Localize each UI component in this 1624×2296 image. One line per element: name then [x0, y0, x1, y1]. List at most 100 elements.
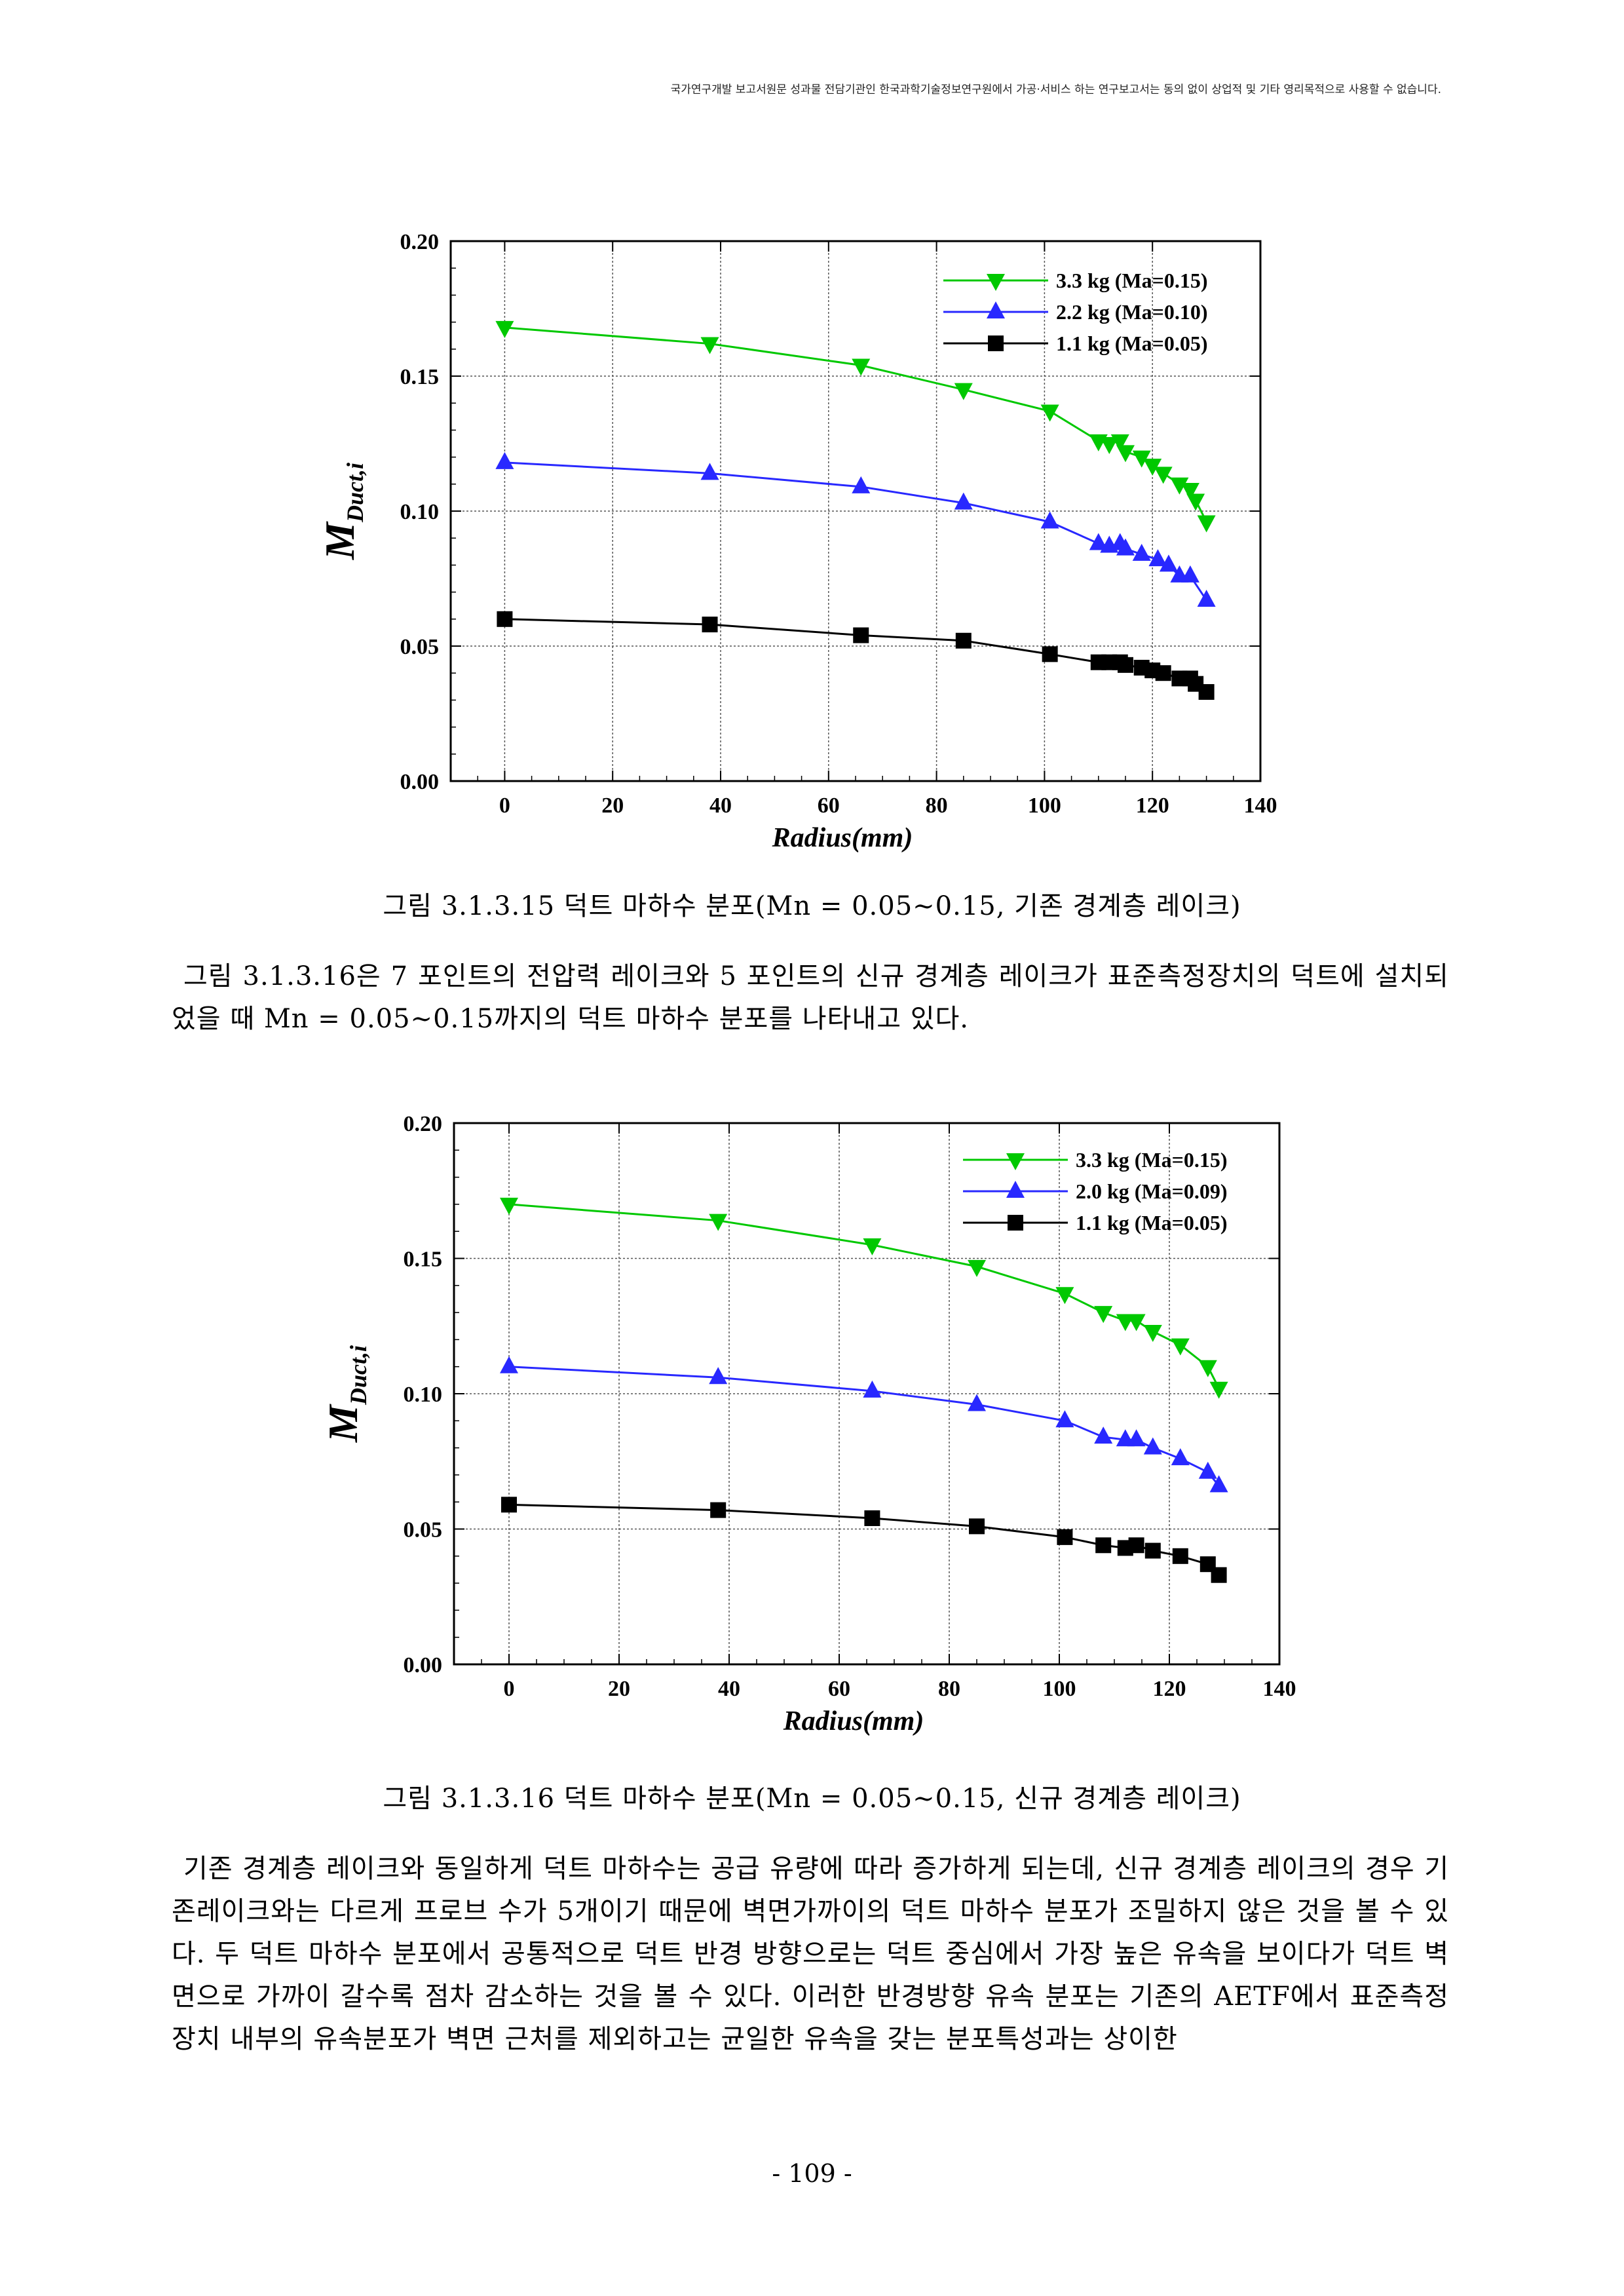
- x-axis-label: Radius(mm): [783, 1706, 924, 1736]
- data-point: [1172, 1548, 1188, 1564]
- data-point: [1209, 1381, 1228, 1399]
- x-tick-label: 20: [601, 794, 624, 818]
- legend-entry: 2.2 kg (Ma=0.10): [943, 300, 1208, 324]
- data-point: [1127, 1314, 1146, 1331]
- data-point: [1144, 1542, 1161, 1559]
- data-point: [1209, 1475, 1228, 1493]
- data-point: [1055, 1410, 1074, 1428]
- y-tick-label: 0.05: [404, 1518, 443, 1542]
- legend-label: 3.3 kg (Ma=0.15): [1076, 1148, 1228, 1172]
- series-line: [508, 1366, 1220, 1487]
- series-1: [495, 451, 1216, 607]
- data-point: [1132, 543, 1151, 561]
- y-tick-label: 0.10: [404, 1383, 443, 1407]
- data-point: [1057, 1529, 1073, 1545]
- data-point: [1094, 1306, 1113, 1324]
- legend-marker: [1006, 1181, 1025, 1198]
- data-point: [1180, 483, 1199, 501]
- data-point: [1040, 404, 1059, 422]
- legend-marker: [1008, 1215, 1023, 1231]
- data-point: [1127, 1429, 1146, 1447]
- data-point: [1132, 450, 1151, 468]
- data-point: [702, 617, 718, 633]
- series-1: [500, 1356, 1228, 1493]
- data-point: [1089, 533, 1108, 550]
- series-line: [508, 1203, 1220, 1389]
- x-tick-label: 80: [926, 794, 948, 818]
- data-point: [709, 1367, 728, 1385]
- legend-label: 2.0 kg (Ma=0.09): [1076, 1179, 1228, 1203]
- x-tick-label: 100: [1043, 1677, 1076, 1701]
- data-point: [863, 1238, 882, 1255]
- series-line: [508, 1503, 1220, 1576]
- y-tick-label: 0.00: [400, 770, 440, 794]
- legend-label: 1.1 kg (Ma=0.05): [1076, 1211, 1228, 1234]
- data-point: [1100, 437, 1119, 454]
- data-point: [863, 1380, 882, 1398]
- data-point: [1118, 657, 1133, 673]
- y-axis-label: MDuct,i: [316, 463, 368, 560]
- body-paragraph-1: 그림 3.1.3.16은 7 포인트의 전압력 레이크와 5 포인트의 신규 경…: [172, 961, 1449, 1034]
- page-number: - 109 -: [772, 2159, 852, 2188]
- data-point: [954, 383, 973, 400]
- data-point: [1198, 1461, 1217, 1479]
- y-axis-label: MDuct,i: [320, 1345, 371, 1443]
- data-point: [500, 1356, 518, 1373]
- y-tick-label: 0.20: [400, 230, 440, 254]
- series-2: [497, 611, 1215, 700]
- data-point: [955, 632, 972, 649]
- data-point: [700, 337, 719, 354]
- legend-entry: 3.3 kg (Ma=0.15): [943, 269, 1208, 292]
- data-point: [1155, 665, 1171, 681]
- legend-label: 3.3 kg (Ma=0.15): [1056, 269, 1208, 292]
- data-point: [1154, 467, 1173, 484]
- legend-entry: 3.3 kg (Ma=0.15): [963, 1148, 1228, 1172]
- data-point: [852, 358, 871, 376]
- data-point: [1128, 1537, 1144, 1554]
- legend-label: 2.2 kg (Ma=0.10): [1056, 300, 1208, 324]
- copyright-notice: 국가연구개발 보고서원문 성과물 전담기관인 한국과학기술정보연구원에서 가공·…: [670, 83, 1441, 96]
- figure-caption-2: 그림 3.1.3.16 덕트 마하수 분포(Mn = 0.05∼0.15, 신규…: [383, 1784, 1241, 1814]
- data-point: [1143, 1437, 1162, 1455]
- x-tick-label: 40: [718, 1677, 740, 1701]
- legend-marker: [988, 335, 1004, 351]
- data-point: [1042, 646, 1058, 662]
- data-point: [864, 1510, 880, 1526]
- series-0: [495, 320, 1216, 533]
- x-tick-label: 40: [709, 794, 732, 818]
- data-point: [1148, 549, 1167, 567]
- series-line: [504, 461, 1207, 601]
- data-point: [954, 492, 973, 510]
- data-point: [1171, 1448, 1190, 1466]
- y-tick-label: 0.20: [404, 1112, 443, 1136]
- series-2: [501, 1497, 1227, 1583]
- y-tick-label: 0.15: [404, 1248, 443, 1272]
- data-point: [1143, 458, 1162, 476]
- x-tick-label: 0: [499, 794, 510, 818]
- legend-marker: [1006, 1153, 1025, 1170]
- legend-entry: 1.1 kg (Ma=0.05): [943, 332, 1208, 355]
- y-tick-label: 0.15: [400, 365, 440, 389]
- data-point: [495, 451, 514, 469]
- data-point: [495, 320, 514, 338]
- data-point: [1095, 1537, 1112, 1554]
- body-paragraph-2: 기존 경계층 레이크와 동일하게 덕트 마하수는 공급 유량에 따라 증가하게 …: [172, 1854, 1449, 2054]
- data-point: [1159, 554, 1178, 572]
- x-tick-label: 140: [1263, 1677, 1296, 1701]
- legend-label: 1.1 kg (Ma=0.05): [1056, 332, 1208, 355]
- x-tick-label: 120: [1136, 794, 1169, 818]
- data-point: [1197, 589, 1216, 607]
- data-point: [1143, 1325, 1162, 1343]
- data-point: [1040, 511, 1059, 529]
- series-0: [500, 1197, 1228, 1399]
- plot-frame: [449, 240, 1262, 782]
- chart-mach-distribution-existing-rake: 0 20 40 60 80 100 120 140 0.00 0.05 0.10 0.15 0.20 Ra…: [316, 230, 1277, 853]
- chart-grid: [451, 241, 1260, 781]
- data-point: [1197, 515, 1216, 533]
- data-point: [968, 1394, 986, 1411]
- x-tick-label: 140: [1244, 794, 1277, 818]
- data-point: [1186, 493, 1205, 511]
- data-point: [1110, 434, 1129, 451]
- data-point: [501, 1497, 517, 1513]
- y-tick-label: 0.05: [400, 635, 440, 659]
